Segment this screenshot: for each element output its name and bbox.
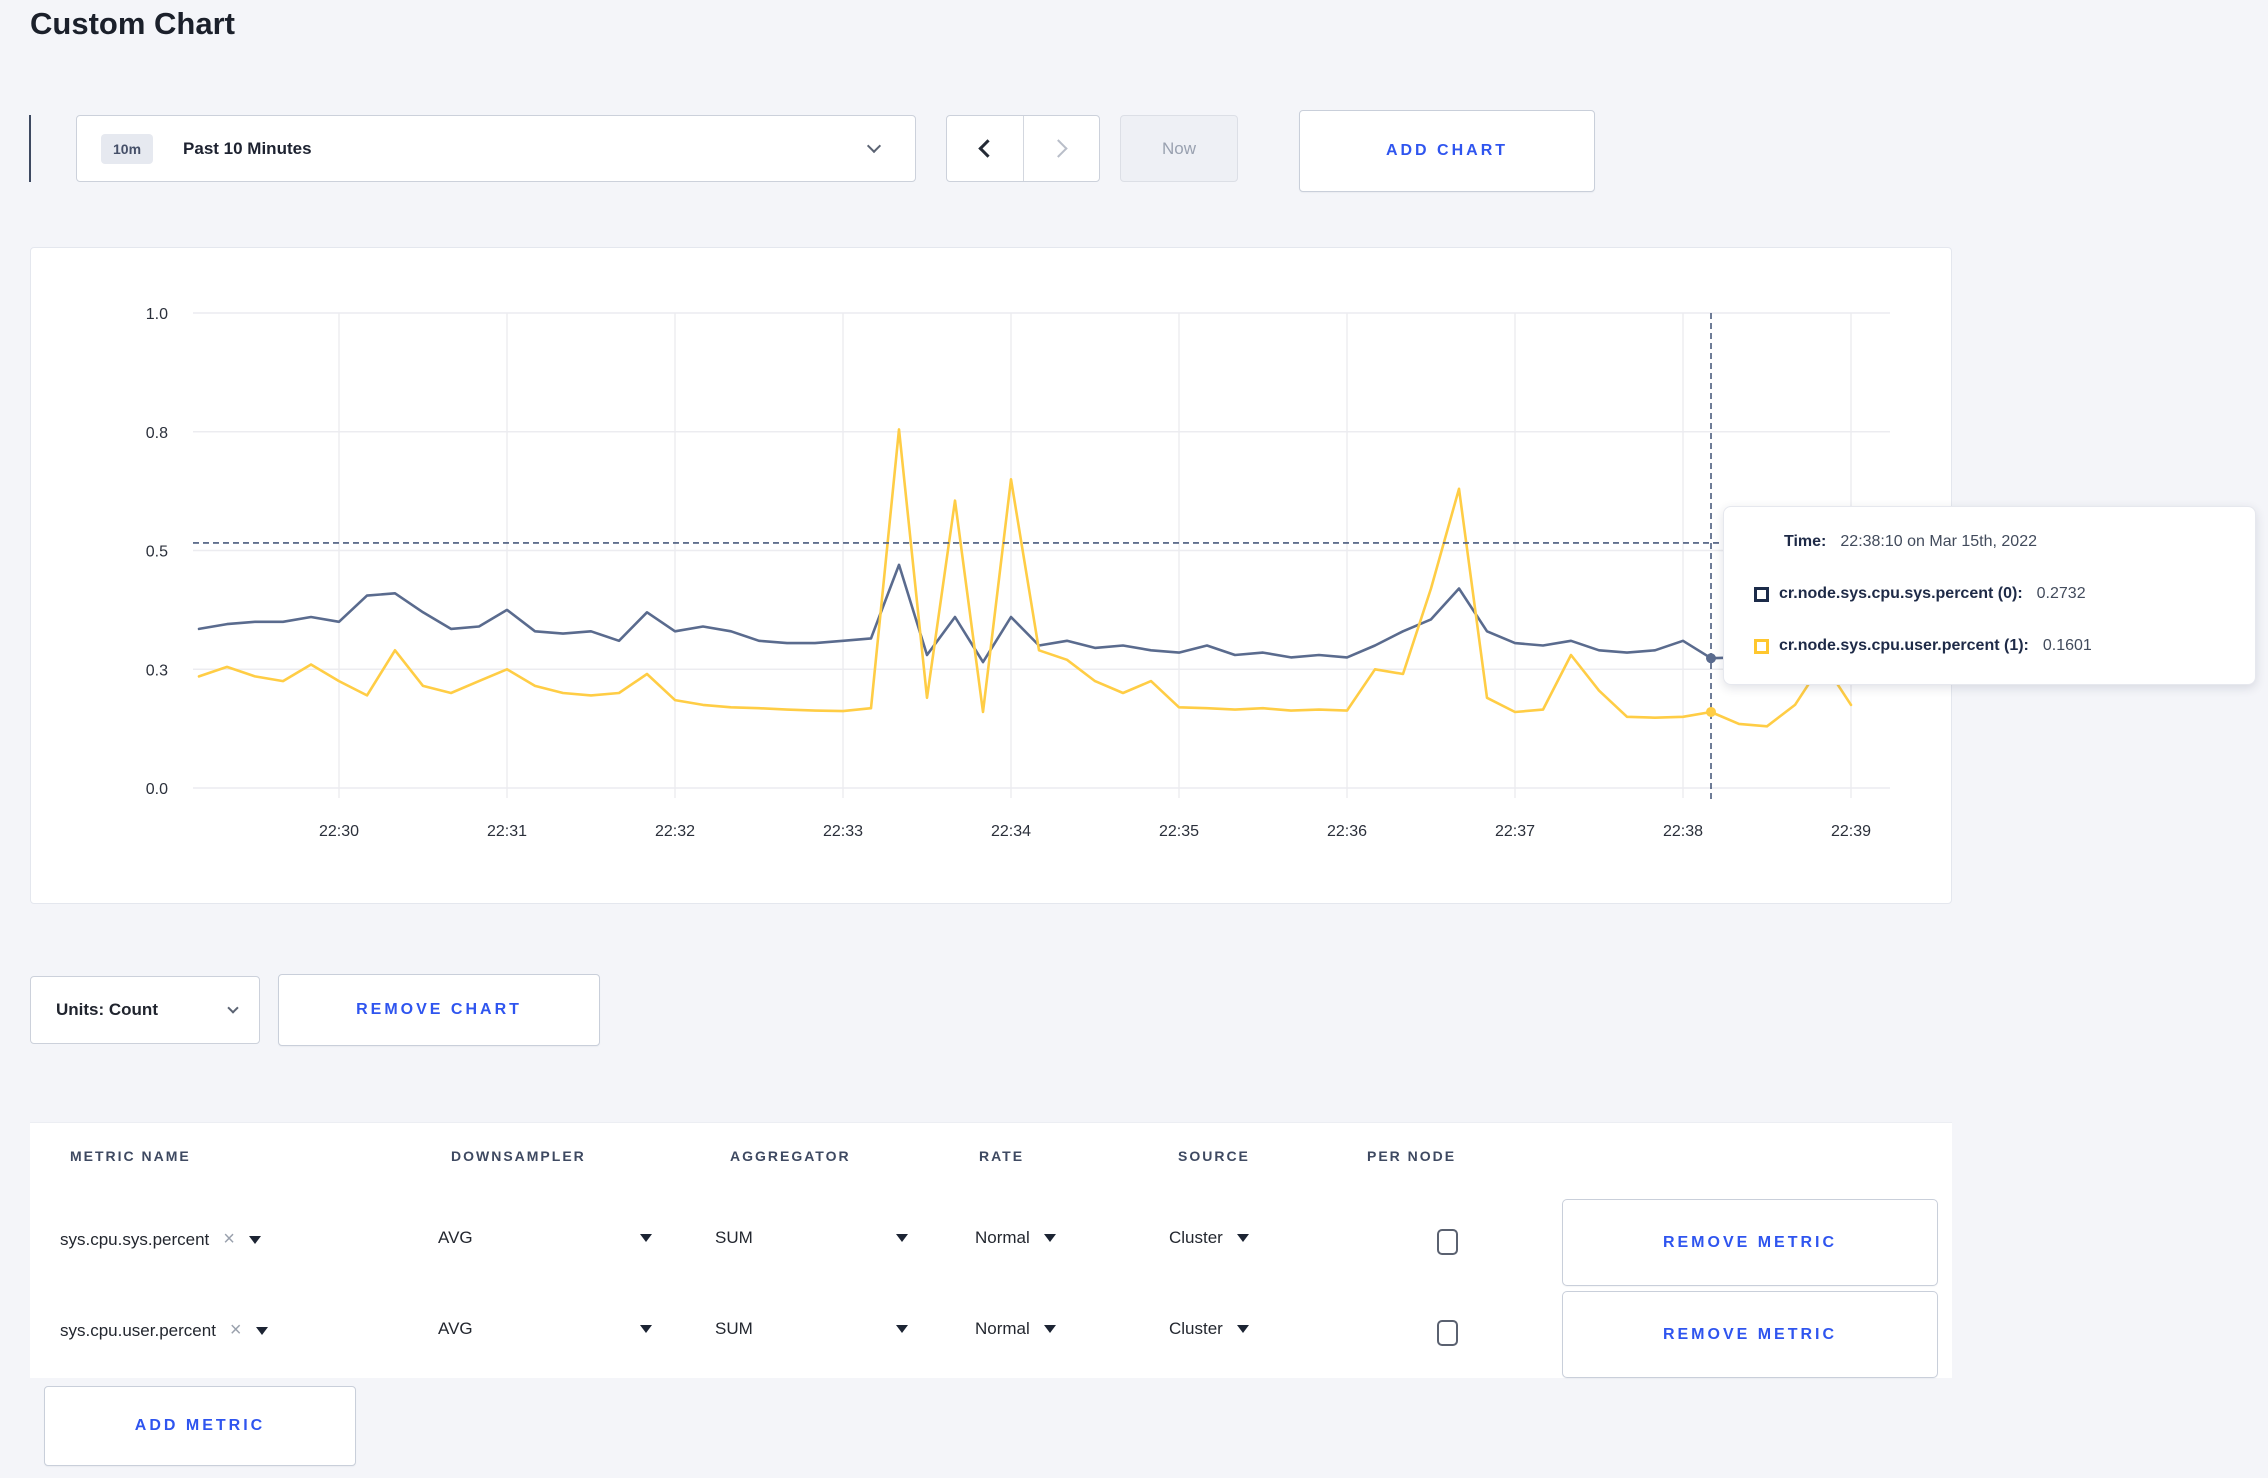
series-sys-swatch-icon [1754, 586, 1769, 602]
remove-chart-button[interactable]: REMOVE CHART [278, 974, 600, 1046]
y-axis-tick-label: 0.0 [146, 781, 168, 798]
x-axis-tick-label: 22:30 [319, 823, 359, 840]
source-value: Cluster [1169, 1319, 1223, 1338]
caret-down-icon [255, 1326, 268, 1335]
x-axis-tick-label: 22:35 [1159, 823, 1199, 840]
time-window-badge: 10m [101, 133, 154, 164]
x-axis-tick-label: 22:33 [823, 823, 863, 840]
per-node-checkbox[interactable] [1437, 1320, 1458, 1346]
column-header-source: SOURCE [1178, 1148, 1250, 1164]
page-title: Custom Chart [30, 6, 235, 41]
tooltip-time-value: 22:38:10 on Mar 15th, 2022 [1840, 533, 2037, 550]
add-metric-button[interactable]: ADD METRIC [44, 1386, 356, 1466]
aggregator-select[interactable]: SUM [715, 1319, 908, 1339]
chevron-down-icon [227, 1001, 239, 1014]
clear-metric-icon[interactable]: × [223, 1228, 235, 1250]
metric-name-select[interactable]: sys.cpu.sys.percent × [60, 1228, 261, 1251]
rate-value: Normal [975, 1228, 1030, 1247]
x-axis-tick-label: 22:31 [487, 823, 527, 840]
time-window-select[interactable]: 10m Past 10 Minutes [76, 115, 916, 182]
chevron-right-icon [1049, 139, 1068, 158]
tooltip-series-label: cr.node.sys.cpu.sys.percent (0): [1779, 585, 2023, 602]
hover-point-dot [1706, 653, 1716, 664]
aggregator-value: SUM [715, 1319, 753, 1338]
aggregator-value: SUM [715, 1228, 753, 1247]
caret-down-icon [896, 1325, 908, 1333]
chart-card [30, 247, 1952, 904]
chevron-left-icon [978, 139, 997, 158]
y-axis-tick-label: 0.5 [146, 544, 168, 561]
caret-down-icon [248, 1235, 261, 1244]
column-header-rate: RATE [979, 1148, 1025, 1164]
metric-name-select[interactable]: sys.cpu.user.percent × [60, 1319, 268, 1342]
downsampler-select[interactable]: AVG [438, 1228, 652, 1248]
y-axis-tick-label: 1.0 [146, 306, 168, 323]
grid-lines: 0.0 0.3 0.5 0.8 1.0 22:30 22:31 22:32 22:33 22:34… [146, 306, 1890, 840]
downsampler-value: AVG [438, 1319, 473, 1338]
series-line-0 [197, 563, 1853, 664]
next-window-button[interactable] [1024, 116, 1100, 181]
tooltip-series-row: cr.node.sys.cpu.sys.percent (0): 0.2732 [1754, 585, 2086, 603]
tooltip-series-row: cr.node.sys.cpu.user.percent (1): 0.1601 [1754, 637, 2092, 655]
chevron-down-icon [866, 138, 882, 154]
toolbar-accent-divider [29, 115, 31, 182]
x-axis-tick-label: 22:38 [1663, 823, 1703, 840]
tooltip-series-label: cr.node.sys.cpu.user.percent (1): [1779, 637, 2029, 654]
timeseries-chart[interactable]: 0.0 0.3 0.5 0.8 1.0 22:30 22:31 22:32 22:33 22:34… [30, 247, 1952, 904]
previous-window-button[interactable] [947, 116, 1024, 181]
column-header-downsampler: DOWNSAMPLER [451, 1148, 586, 1164]
units-select[interactable]: Units: Count [30, 976, 260, 1044]
time-window-pager [946, 115, 1100, 182]
tooltip-time-row: Time: 22:38:10 on Mar 15th, 2022 [1784, 533, 2037, 551]
caret-down-icon [896, 1234, 908, 1242]
remove-metric-button[interactable]: REMOVE METRIC [1562, 1291, 1938, 1378]
x-axis-tick-label: 22:34 [991, 823, 1031, 840]
caret-down-icon [640, 1234, 652, 1242]
now-button[interactable]: Now [1120, 115, 1238, 182]
downsampler-select[interactable]: AVG [438, 1319, 652, 1339]
tooltip-series-value: 0.2732 [2036, 585, 2086, 602]
y-axis-tick-label: 0.8 [146, 425, 168, 442]
tooltip-time-label: Time: [1784, 533, 1827, 550]
series-line-1 [197, 428, 1853, 728]
x-axis-tick-label: 22:32 [655, 823, 695, 840]
aggregator-select[interactable]: SUM [715, 1228, 908, 1248]
column-header-aggregator: AGGREGATOR [730, 1148, 851, 1164]
downsampler-value: AVG [438, 1228, 473, 1247]
tooltip-series-value: 0.1601 [2042, 637, 2092, 654]
rate-select[interactable]: Normal [975, 1319, 1056, 1339]
units-label: Units: Count [56, 1000, 158, 1019]
x-axis-tick-label: 22:37 [1495, 823, 1535, 840]
clear-metric-icon[interactable]: × [229, 1319, 242, 1341]
source-value: Cluster [1169, 1228, 1223, 1247]
time-window-label: Past 10 Minutes [183, 138, 312, 158]
metric-name-value: sys.cpu.sys.percent [60, 1229, 210, 1249]
source-select[interactable]: Cluster [1169, 1319, 1249, 1339]
series-user-swatch-icon [1754, 638, 1769, 654]
hover-point-dot [1706, 706, 1716, 717]
x-axis-tick-label: 22:39 [1831, 823, 1871, 840]
caret-down-icon [1236, 1234, 1249, 1242]
rate-value: Normal [975, 1319, 1030, 1338]
caret-down-icon [1236, 1325, 1249, 1333]
x-axis-tick-label: 22:36 [1327, 823, 1367, 840]
caret-down-icon [1043, 1325, 1056, 1333]
column-header-metric-name: METRIC NAME [70, 1148, 191, 1164]
rate-select[interactable]: Normal [975, 1228, 1056, 1248]
column-header-per-node: PER NODE [1367, 1148, 1457, 1164]
caret-down-icon [640, 1325, 652, 1333]
add-chart-button[interactable]: ADD CHART [1299, 110, 1595, 192]
caret-down-icon [1043, 1234, 1056, 1242]
metric-name-value: sys.cpu.user.percent [60, 1320, 216, 1340]
chart-hover-tooltip: Time: 22:38:10 on Mar 15th, 2022 cr.node… [1723, 506, 2256, 685]
per-node-checkbox[interactable] [1437, 1229, 1458, 1255]
y-axis-tick-label: 0.3 [146, 662, 168, 679]
source-select[interactable]: Cluster [1169, 1228, 1249, 1248]
remove-metric-button[interactable]: REMOVE METRIC [1562, 1199, 1938, 1286]
